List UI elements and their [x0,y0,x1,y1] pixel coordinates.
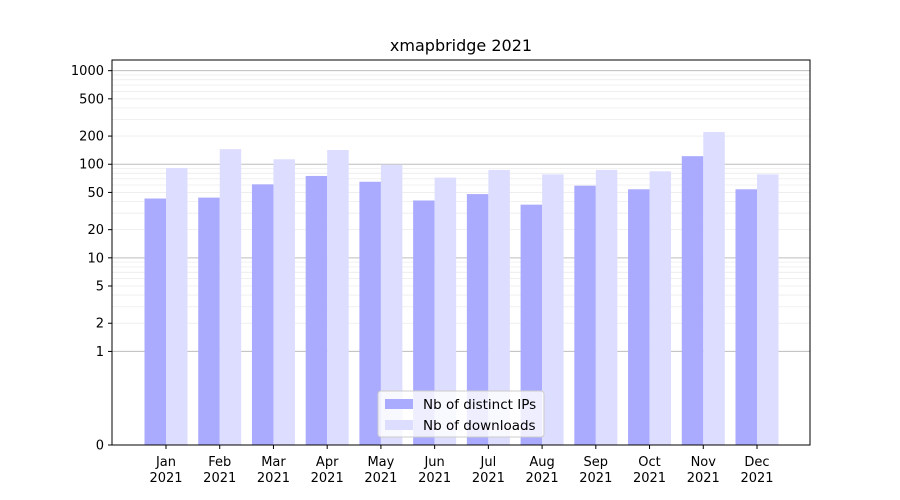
bar-downloads [488,169,510,445]
x-tick-label: 2021 [687,471,720,486]
x-tick-label: 2021 [257,471,290,486]
bar-distinct-ips [198,197,220,445]
bar-distinct-ips [251,184,274,445]
x-tick-label: Dec [744,455,769,470]
x-tick-label: 2021 [526,471,559,486]
legend-swatch-downloads [385,420,413,430]
bar-downloads [380,164,403,445]
y-tick-label: 1 [96,345,104,360]
y-tick-label: 5 [96,280,104,295]
bar-distinct-ips [466,194,489,445]
x-tick-label: 2021 [311,471,344,486]
x-tick-label: Feb [208,455,231,470]
x-tick-label: 2021 [579,471,612,486]
x-tick-label: 2021 [472,471,505,486]
legend-box [377,390,545,438]
bar-distinct-ips [144,198,166,445]
bar-downloads [757,174,779,445]
bars [144,132,779,446]
x-tick-label: Aug [529,455,554,470]
legend-label-distinct-ips: Nb of distinct IPs [423,397,536,413]
bar-downloads [434,177,457,446]
x-tick-label: Mar [261,455,286,470]
legend-swatch-distinct-ips [385,399,413,409]
x-tick-label: Jun [423,455,444,470]
bar-downloads [273,159,295,446]
x-tick-label: 2021 [364,471,397,486]
bar-distinct-ips [413,200,435,445]
bar-distinct-ips [305,175,328,445]
x-tick-label: Nov [691,455,717,470]
x-tick-label: 2021 [633,471,666,486]
axes: 01251020501002005001000Jan2021Feb2021Mar… [71,64,774,486]
bar-distinct-ips [735,189,757,445]
y-tick-label: 1000 [71,64,104,79]
x-tick-label: Jan [155,455,176,470]
bar-downloads [219,149,242,445]
legend-label-downloads: Nb of downloads [423,418,536,434]
x-tick-label: May [367,455,394,470]
x-tick-label: 2021 [418,471,451,486]
y-tick-label: 10 [87,251,104,266]
legend: Nb of distinct IPs Nb of downloads [377,390,545,438]
bar-distinct-ips [574,185,596,446]
bar-distinct-ips [628,189,650,445]
y-tick-label: 50 [87,186,104,201]
bar-downloads [649,171,672,445]
chart-title: xmapbridge 2021 [390,36,532,55]
bar-distinct-ips [681,156,704,445]
bar-downloads [166,168,188,445]
y-tick-label: 2 [96,317,104,332]
bar-downloads [595,169,618,445]
bar-downloads [542,174,564,445]
y-tick-label: 100 [79,158,104,173]
bar-downloads [327,149,349,445]
x-tick-label: Oct [638,455,660,470]
plot-frame [111,59,811,446]
bar-distinct-ips [359,181,381,446]
bar-downloads [703,132,725,445]
x-tick-label: 2021 [203,471,236,486]
x-tick-label: Sep [584,455,609,470]
x-tick-label: Jul [480,455,497,470]
x-tick-label: Apr [316,455,339,470]
y-tick-label: 20 [87,223,104,238]
y-tick-label: 0 [96,439,104,454]
x-tick-label: 2021 [740,471,773,486]
x-tick-label: 2021 [149,471,182,486]
y-tick-label: 500 [79,92,104,107]
y-tick-label: 200 [79,130,104,145]
bar-distinct-ips [520,204,543,445]
